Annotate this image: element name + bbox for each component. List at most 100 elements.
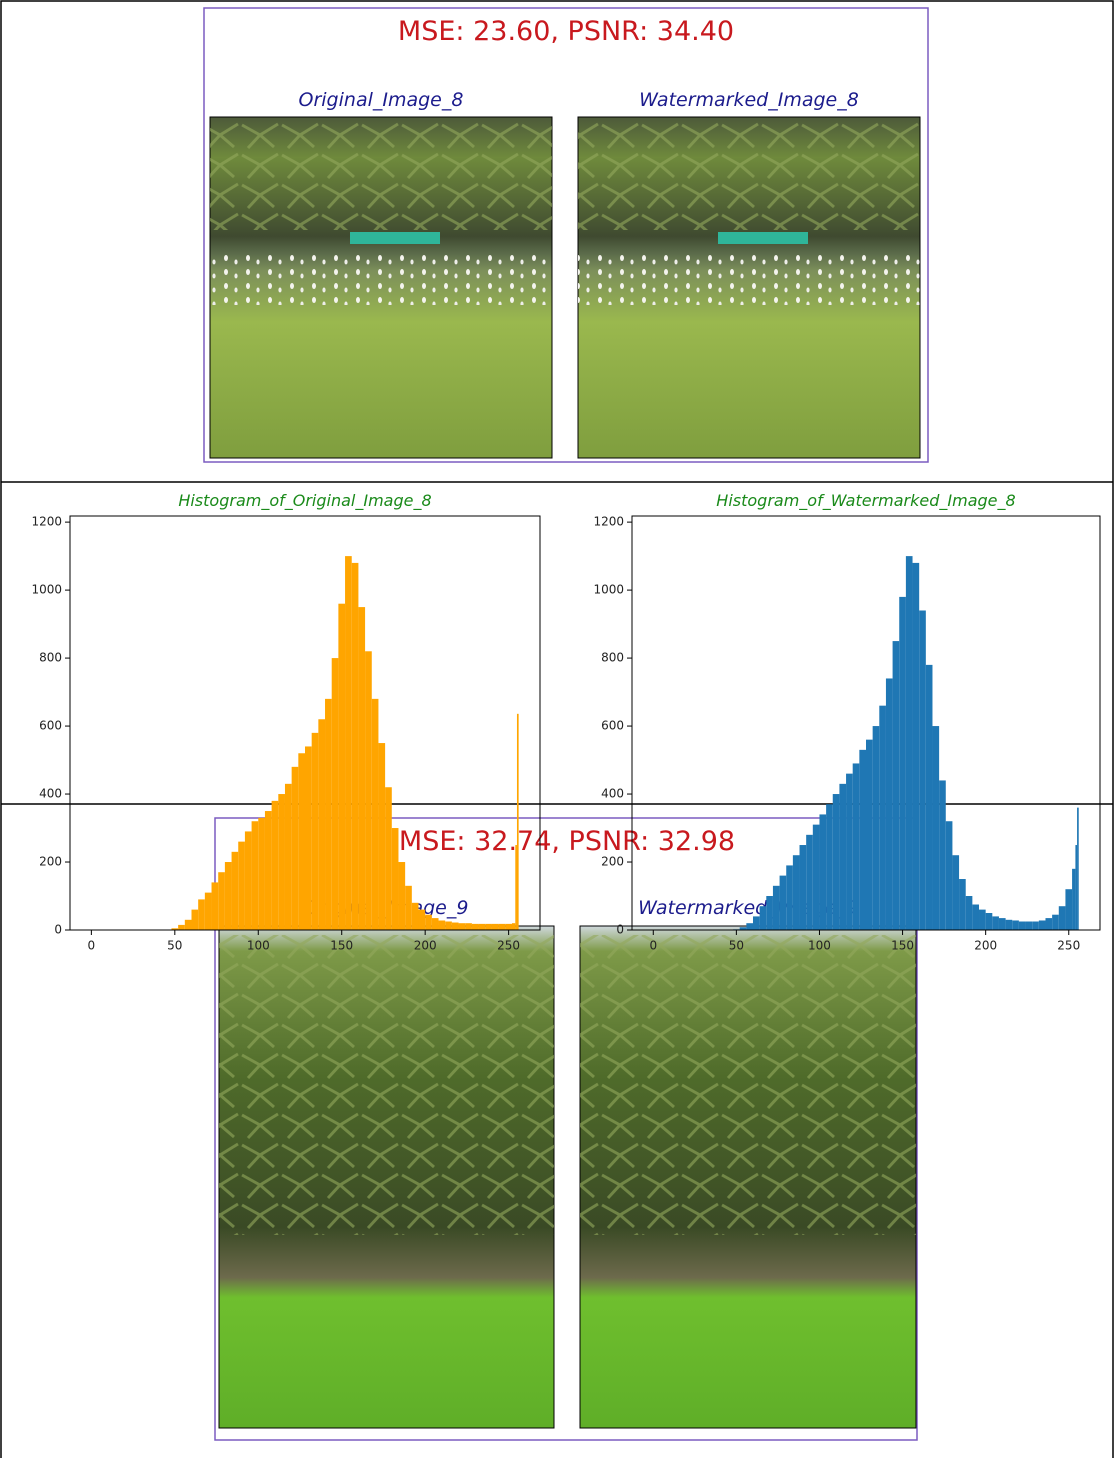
histogram-bar: [345, 556, 352, 930]
histogram-bar: [752, 916, 760, 930]
histogram-bar: [1077, 807, 1079, 930]
histogram-bar: [1005, 919, 1013, 930]
histogram-bar: [919, 610, 926, 930]
histogram-bar: [398, 862, 406, 930]
histogram-bar: [839, 783, 847, 930]
result-panel: MSE: 32.74, PSNR: 32.98 Original_Image_9…: [214, 817, 918, 1441]
histogram-bar: [244, 831, 252, 930]
histogram-bar: [965, 896, 973, 930]
histogram-bar: [271, 800, 279, 930]
histogram-bar: [171, 928, 179, 930]
y-tick-label: 0: [616, 923, 624, 937]
histogram-bar: [992, 916, 999, 930]
histogram-bar: [284, 783, 292, 930]
histogram-bar: [305, 746, 312, 930]
photo: [579, 925, 917, 1429]
photo: [577, 116, 921, 459]
histogram-bar: [338, 603, 346, 930]
x-tick-label: 100: [808, 939, 831, 953]
panel-title: MSE: 32.74, PSNR: 32.98: [399, 826, 735, 857]
y-tick-label: 200: [39, 855, 62, 869]
histogram-bar: [1038, 920, 1046, 930]
histogram-bar: [846, 773, 853, 930]
histogram-bar: [431, 918, 439, 930]
panel-frame: [214, 817, 918, 1441]
histogram-bar: [786, 865, 793, 930]
histogram-bar: [759, 906, 767, 930]
histogram-bar: [505, 923, 512, 930]
histogram-bar: [278, 794, 285, 930]
histogram-bar: [1052, 914, 1059, 930]
histogram-bar: [779, 875, 787, 930]
histogram-bar: [1065, 889, 1073, 930]
histogram-bar: [438, 920, 446, 930]
histogram-bar: [872, 726, 880, 930]
histogram-bar: [515, 845, 517, 930]
histogram-bar: [866, 739, 873, 930]
histogram-bar: [311, 732, 319, 930]
histogram-bar: [932, 726, 940, 930]
y-tick-label: 1000: [31, 583, 62, 597]
histogram-bar: [418, 909, 426, 930]
x-tick-label: 150: [891, 939, 914, 953]
histogram-bar: [772, 885, 780, 930]
histogram-bar: [204, 892, 212, 930]
histogram-bar: [351, 562, 359, 930]
histogram-bar: [1032, 921, 1039, 930]
histogram-bar: [826, 804, 833, 930]
x-tick-label: 200: [974, 939, 997, 953]
histogram-bar: [485, 923, 492, 930]
histogram-bar: [365, 651, 372, 930]
histogram-bar: [852, 763, 860, 930]
histogram-bar: [325, 698, 332, 930]
histogram-bar: [912, 562, 920, 930]
photo: [209, 116, 553, 459]
photo: [218, 925, 555, 1429]
histogram-bar: [238, 841, 245, 930]
histogram-bar: [191, 909, 199, 930]
x-tick-label: 250: [1057, 939, 1080, 953]
y-tick-label: 600: [601, 719, 624, 733]
x-tick-label: 50: [729, 939, 744, 953]
histogram-bar: [905, 556, 913, 930]
histogram-bar: [258, 817, 265, 930]
y-tick-label: 1000: [593, 583, 624, 597]
histogram-bar: [885, 678, 893, 930]
histogram-bar: [939, 780, 946, 930]
histogram-bar: [331, 658, 339, 930]
y-tick-label: 800: [39, 651, 62, 665]
histogram-bar: [218, 872, 225, 930]
histogram-bar: [806, 834, 813, 930]
histogram-bar: [184, 919, 192, 930]
histogram-bar: [819, 814, 827, 930]
histogram-bar: [945, 821, 953, 930]
histogram-bar: [451, 922, 459, 930]
axes-frame: [69, 515, 541, 931]
histogram-bar: [972, 904, 980, 930]
histogram-bar: [985, 913, 993, 930]
y-tick-label: 1200: [593, 515, 624, 529]
result-panel: MSE: 23.60, PSNR: 34.40 Original_Image_8…: [203, 7, 929, 463]
histogram-bar: [1045, 918, 1053, 930]
histogram-bar: [251, 821, 259, 930]
histogram-bar: [425, 914, 432, 930]
histogram-bar: [511, 923, 516, 930]
chart-title: Histogram_of_Original_Image_8: [178, 491, 431, 511]
histogram-bar: [178, 924, 185, 930]
histogram-bar: [792, 855, 800, 930]
histogram-bar: [879, 705, 886, 930]
x-tick-label: 100: [247, 939, 270, 953]
histogram-bar: [899, 596, 906, 930]
x-tick-label: 200: [414, 939, 437, 953]
histogram-bar: [498, 923, 506, 930]
histogram-bar: [471, 923, 479, 930]
x-tick-label: 50: [167, 939, 182, 953]
histogram-bar: [231, 851, 239, 930]
histogram-bar: [445, 921, 452, 930]
histogram-bar: [1058, 906, 1066, 930]
histogram-bar: [892, 641, 900, 930]
histogram-bar: [766, 896, 773, 930]
histogram-bar: [391, 828, 399, 930]
histogram-bar: [979, 909, 986, 930]
